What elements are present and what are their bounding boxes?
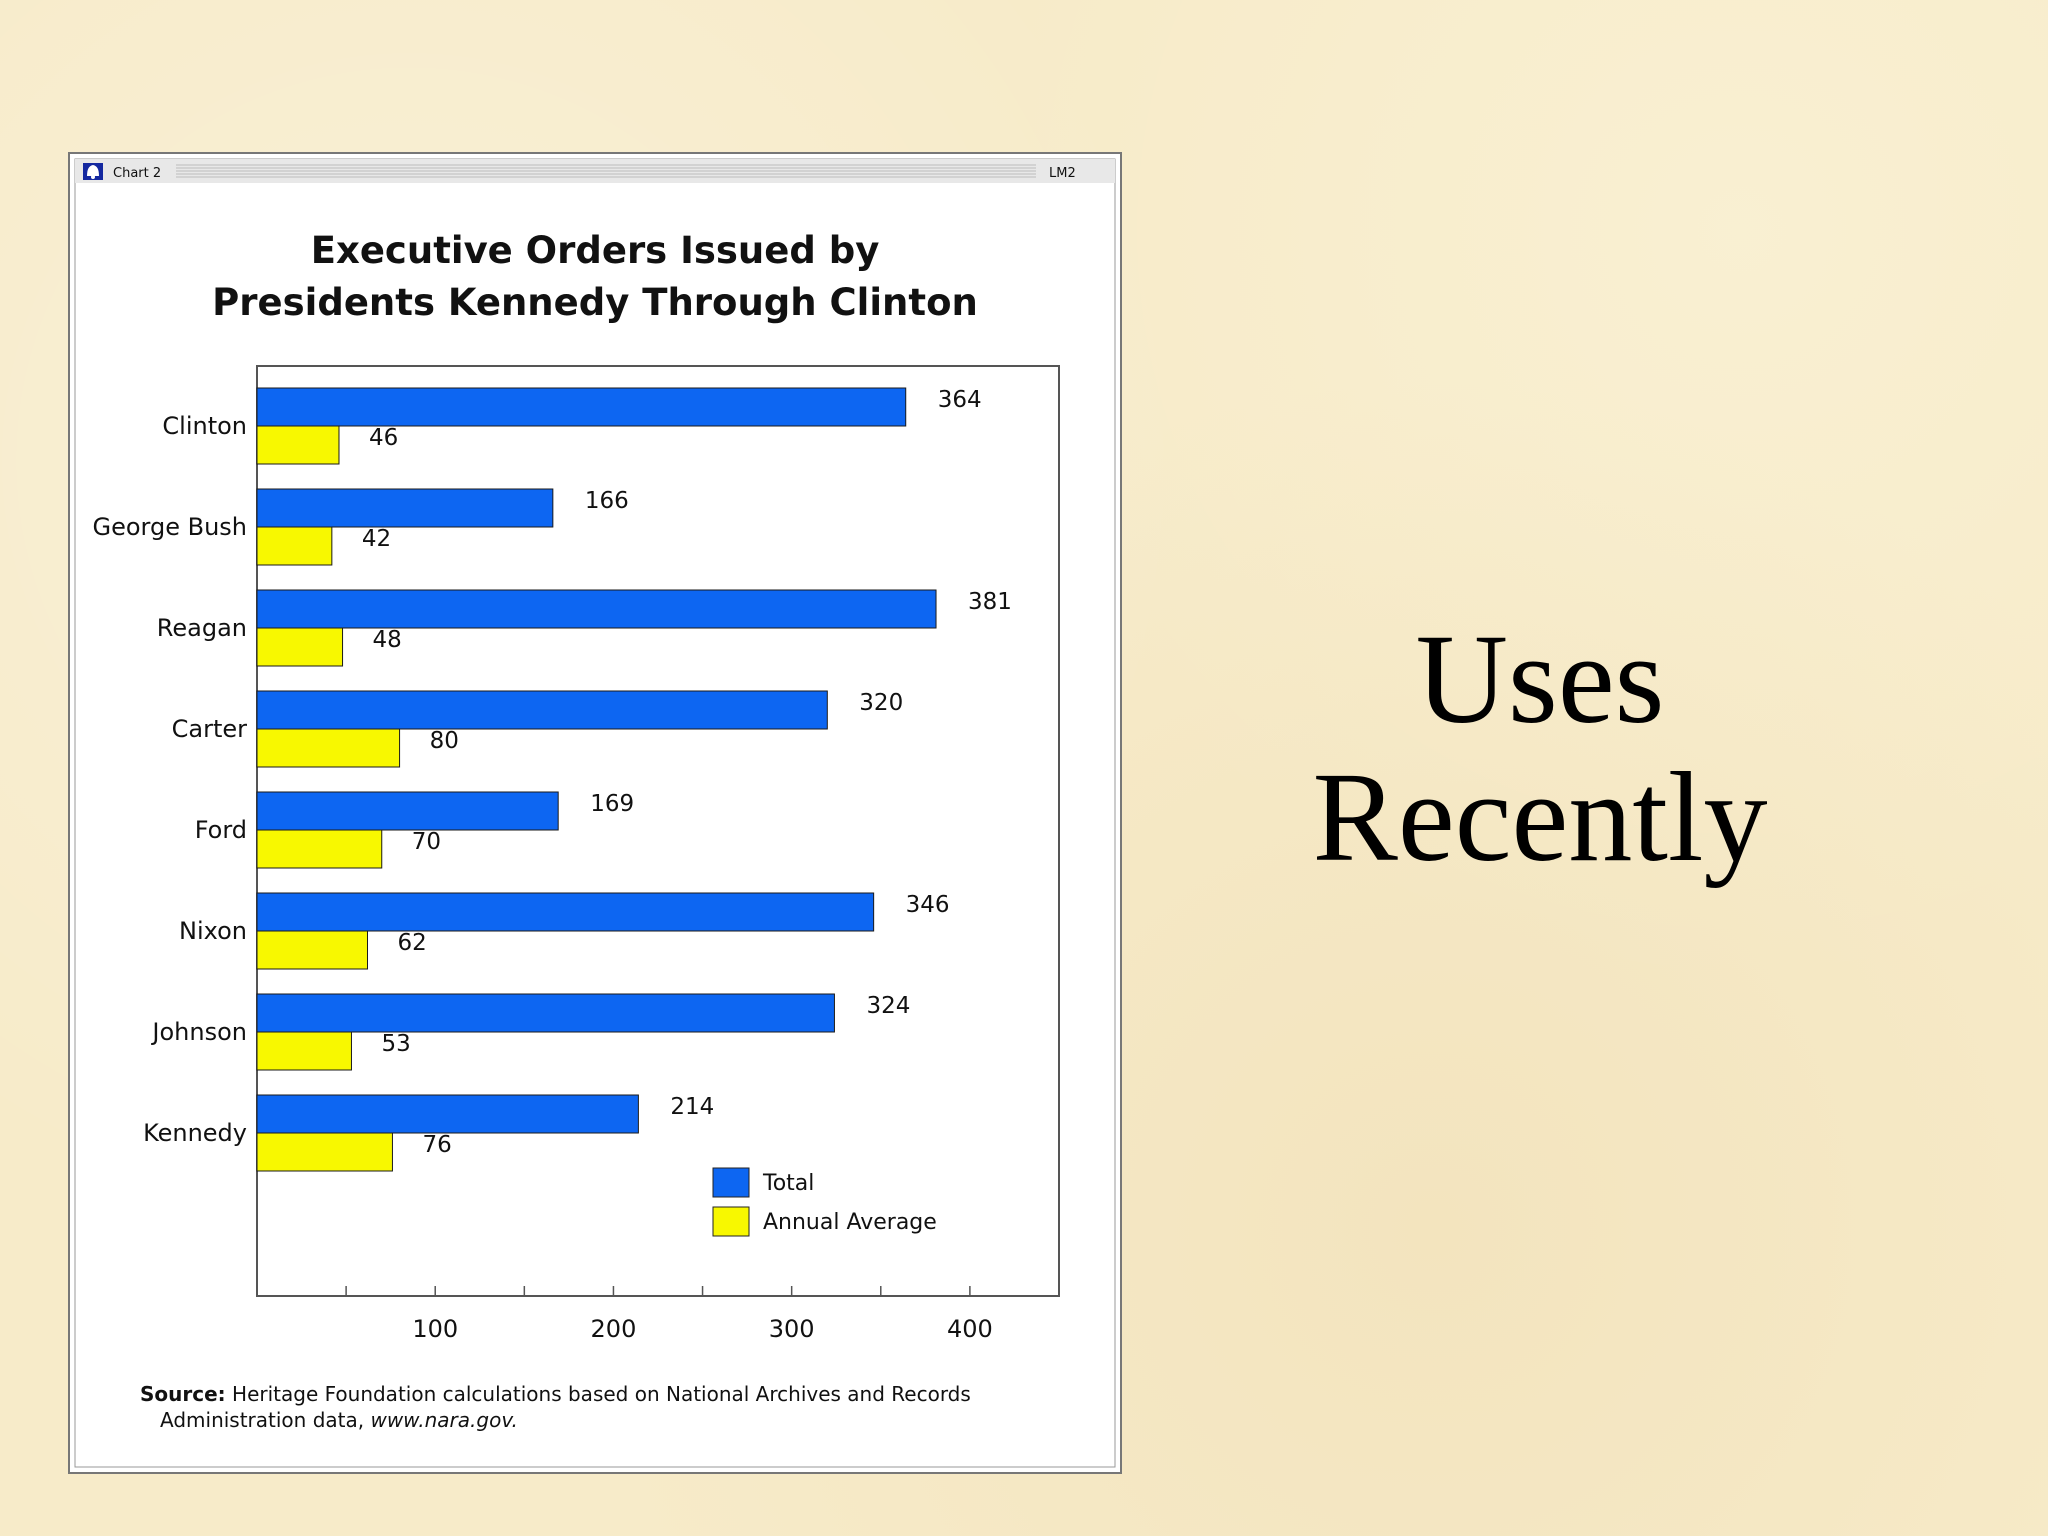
chart-window: Chart 2 LM2 Executive Orders Issued by P… bbox=[68, 152, 1122, 1474]
legend: Total Annual Average bbox=[712, 1167, 937, 1237]
value-label-annual-johnson: 53 bbox=[381, 1031, 410, 1057]
value-label-total-carter: 320 bbox=[859, 690, 903, 716]
source-text-2: Administration data, bbox=[160, 1408, 370, 1432]
bar-total-george-bush bbox=[256, 488, 554, 528]
value-label-total-ford: 169 bbox=[590, 791, 634, 817]
bar-annual-george-bush bbox=[256, 526, 333, 566]
bar-total-kennedy bbox=[256, 1094, 639, 1134]
value-label-annual-ford: 70 bbox=[412, 829, 441, 855]
value-label-total-johnson: 324 bbox=[866, 993, 910, 1019]
category-label-reagan: Reagan bbox=[157, 614, 247, 642]
value-label-annual-george-bush: 42 bbox=[362, 526, 391, 552]
bar-total-nixon bbox=[256, 892, 875, 932]
legend-label-total: Total bbox=[762, 1171, 814, 1196]
source-text: Heritage Foundation calculations based o… bbox=[232, 1382, 971, 1406]
value-label-annual-nixon: 62 bbox=[397, 930, 426, 956]
bar-total-ford bbox=[256, 791, 559, 831]
value-label-total-kennedy: 214 bbox=[670, 1094, 714, 1120]
legend-label-annual: Annual Average bbox=[763, 1210, 937, 1235]
value-label-annual-reagan: 48 bbox=[373, 627, 402, 653]
bar-total-johnson bbox=[256, 993, 835, 1033]
category-label-clinton: Clinton bbox=[162, 412, 247, 440]
value-label-total-george-bush: 166 bbox=[585, 488, 629, 514]
value-label-annual-kennedy: 76 bbox=[422, 1132, 451, 1158]
x-tick-label-100: 100 bbox=[412, 1315, 458, 1343]
category-label-nixon: Nixon bbox=[179, 917, 247, 945]
x-tick-label-400: 400 bbox=[947, 1315, 993, 1343]
legend-swatch-annual bbox=[712, 1206, 750, 1237]
source-note-line1: Source: Heritage Foundation calculations… bbox=[140, 1382, 971, 1406]
category-label-carter: Carter bbox=[172, 715, 248, 743]
source-label: Source: bbox=[140, 1382, 226, 1406]
chart-title-line1: Executive Orders Issued by bbox=[311, 229, 880, 272]
bar-annual-carter bbox=[256, 728, 401, 768]
source-note-line2: Administration data, www.nara.gov. bbox=[160, 1408, 518, 1432]
category-labels: Clinton George Bush Reagan Carter Ford Nixon J… bbox=[92, 412, 247, 1147]
value-label-annual-clinton: 46 bbox=[369, 425, 398, 451]
slide-heading-line1: Uses bbox=[1415, 608, 1665, 750]
bar-annual-clinton bbox=[256, 425, 340, 465]
category-label-ford: Ford bbox=[195, 816, 247, 844]
bell-icon bbox=[83, 163, 103, 180]
value-label-total-clinton: 364 bbox=[938, 387, 982, 413]
bar-annual-johnson bbox=[256, 1031, 352, 1071]
value-label-total-reagan: 381 bbox=[968, 589, 1012, 615]
x-tick-label-200: 200 bbox=[591, 1315, 637, 1343]
bar-annual-kennedy bbox=[256, 1132, 393, 1172]
source-url: www.nara.gov. bbox=[370, 1408, 517, 1432]
bar-annual-nixon bbox=[256, 930, 368, 970]
x-tick-label-300: 300 bbox=[769, 1315, 815, 1343]
category-label-kennedy: Kennedy bbox=[143, 1119, 247, 1147]
chart-title-line2: Presidents Kennedy Through Clinton bbox=[212, 281, 978, 324]
category-label-johnson: Johnson bbox=[150, 1018, 247, 1046]
value-label-annual-carter: 80 bbox=[430, 728, 459, 754]
slide-heading-line2: Recently bbox=[1312, 746, 1768, 888]
window-title: Chart 2 bbox=[113, 166, 161, 181]
bar-total-clinton bbox=[256, 387, 907, 427]
slide-heading: Uses Recently bbox=[1240, 610, 1840, 886]
category-label-george-bush: George Bush bbox=[92, 513, 247, 541]
x-axis-tick-labels: 100 200 300 400 bbox=[412, 1315, 992, 1343]
window-tag: LM2 bbox=[1049, 166, 1076, 181]
bars bbox=[256, 387, 937, 1172]
bar-total-carter bbox=[256, 690, 828, 730]
value-label-total-nixon: 346 bbox=[906, 892, 950, 918]
x-axis-ticks bbox=[345, 1286, 971, 1296]
legend-swatch-total bbox=[712, 1167, 750, 1198]
bar-annual-ford bbox=[256, 829, 383, 869]
chart-svg: Chart 2 LM2 Executive Orders Issued by P… bbox=[68, 152, 1122, 1474]
window-frame bbox=[68, 152, 1122, 1474]
titlebar-stripes bbox=[176, 164, 1036, 178]
bar-total-reagan bbox=[256, 589, 937, 629]
value-labels: 364 46 166 42 381 48 320 80 169 70 346 62 324 53 214 76 bbox=[362, 387, 1012, 1158]
bar-annual-reagan bbox=[256, 627, 344, 667]
